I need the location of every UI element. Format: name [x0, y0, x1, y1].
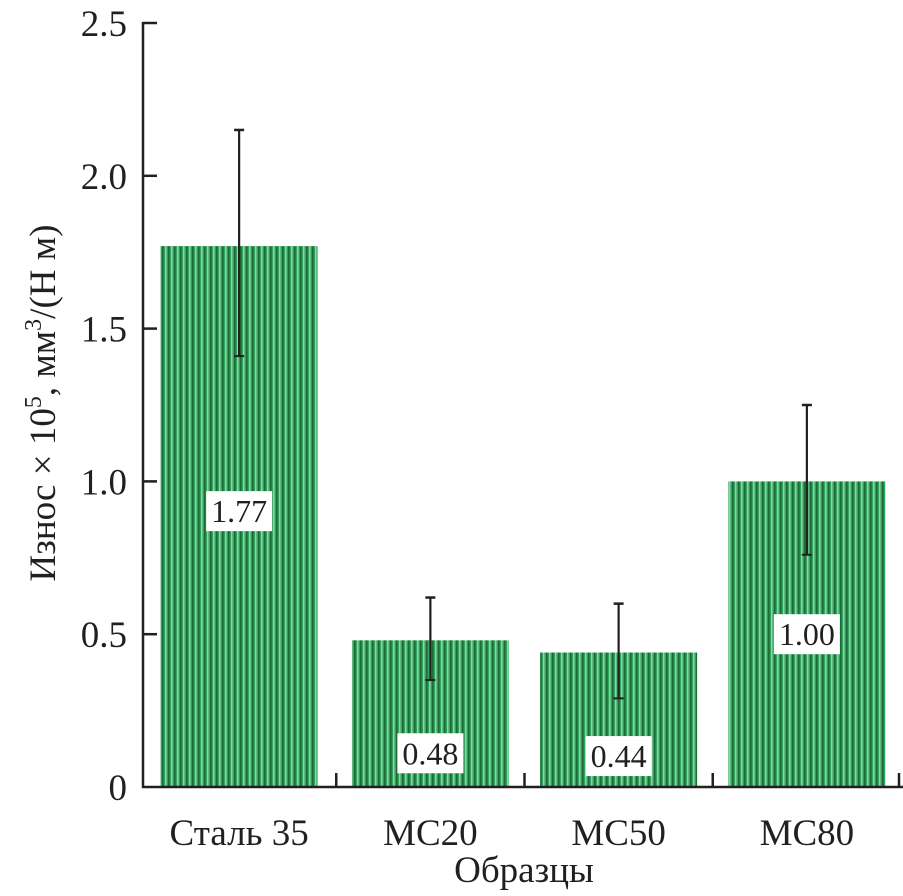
data-label-box	[206, 491, 273, 532]
y-axis-title-exp2: 3	[21, 319, 47, 331]
y-axis-title-exp1: 5	[21, 396, 47, 408]
error-bars-layer	[234, 128, 812, 700]
y-tick-label: 2.5	[81, 4, 127, 45]
y-axis-title-prefix: Износ × 10	[23, 408, 64, 581]
data-label: 0.44	[591, 738, 647, 774]
x-tick-label: МС80	[760, 813, 855, 854]
y-axis-title-mid: , мм	[23, 331, 64, 396]
data-label: 0.48	[402, 735, 458, 771]
y-tick-label: 0.5	[81, 615, 127, 656]
axes-layer	[141, 22, 903, 789]
y-ticks-layer: 0 0.5 1.0 1.5 2.0 2.5	[81, 4, 157, 809]
x-ticks-layer: Сталь 35 МС20 МС50 МС80	[170, 773, 901, 854]
y-axis-title: Износ × 105, мм3/(Н м)	[21, 225, 64, 582]
y-tick-label: 1.5	[81, 310, 127, 351]
x-tick-label: МС20	[383, 813, 478, 854]
y-tick-label: 1.0	[81, 462, 127, 503]
data-label-box	[585, 736, 652, 777]
data-labels-layer: 1.77 0.48 0.44 1.00	[206, 491, 840, 777]
data-label: 1.00	[779, 616, 835, 652]
data-label-box	[397, 733, 464, 774]
data-label: 1.77	[211, 493, 267, 529]
data-label-box	[773, 614, 840, 655]
x-axis-title: Образцы	[454, 850, 594, 891]
x-tick-label: Сталь 35	[170, 813, 309, 854]
y-tick-label: 2.0	[81, 157, 127, 198]
x-tick-label: МС50	[571, 813, 666, 854]
y-tick-label: 0	[109, 768, 128, 809]
y-axis-title-suffix: /(Н м)	[23, 225, 64, 319]
